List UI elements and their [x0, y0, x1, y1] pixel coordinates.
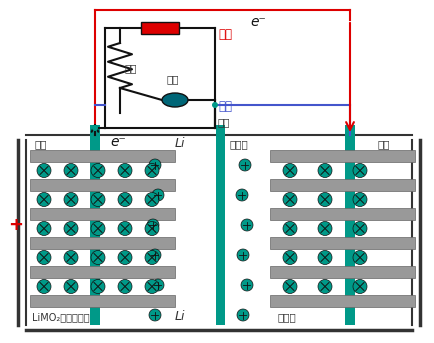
Circle shape — [118, 192, 132, 206]
Circle shape — [317, 222, 331, 236]
Bar — [270, 266, 414, 278]
Text: 负极: 负极 — [377, 139, 390, 149]
Circle shape — [37, 222, 51, 236]
Text: 电源: 电源 — [125, 63, 137, 73]
Circle shape — [64, 222, 78, 236]
Ellipse shape — [161, 93, 187, 107]
Circle shape — [37, 164, 51, 177]
Circle shape — [91, 280, 105, 294]
Bar — [270, 237, 414, 249]
Circle shape — [92, 125, 98, 131]
Bar — [30, 179, 174, 191]
Circle shape — [237, 249, 248, 261]
Circle shape — [91, 222, 105, 236]
Text: 隔膜: 隔膜 — [217, 117, 230, 127]
Bar — [216, 125, 224, 325]
Circle shape — [352, 280, 366, 294]
Circle shape — [211, 102, 217, 108]
Circle shape — [145, 222, 159, 236]
Circle shape — [151, 189, 164, 201]
Circle shape — [91, 164, 105, 177]
Bar — [141, 22, 178, 34]
Circle shape — [118, 164, 132, 177]
Bar — [344, 125, 354, 325]
Bar — [270, 295, 414, 307]
Bar — [270, 208, 414, 220]
Circle shape — [145, 280, 159, 294]
Circle shape — [64, 164, 78, 177]
Circle shape — [149, 249, 161, 261]
Circle shape — [236, 189, 247, 201]
Bar — [270, 179, 414, 191]
Circle shape — [283, 222, 296, 236]
Circle shape — [149, 159, 161, 171]
Circle shape — [37, 280, 51, 294]
Circle shape — [151, 279, 164, 291]
Text: 负荷: 负荷 — [167, 74, 179, 84]
Text: Li: Li — [174, 137, 185, 150]
Circle shape — [145, 250, 159, 264]
Circle shape — [352, 250, 366, 264]
Circle shape — [37, 250, 51, 264]
Circle shape — [237, 309, 248, 321]
Bar — [30, 150, 174, 162]
Circle shape — [352, 222, 366, 236]
Circle shape — [317, 192, 331, 206]
Circle shape — [283, 192, 296, 206]
Circle shape — [64, 192, 78, 206]
Text: 碳材料: 碳材料 — [277, 312, 296, 322]
Bar — [30, 266, 174, 278]
Circle shape — [283, 280, 296, 294]
Text: e⁻: e⁻ — [250, 15, 265, 29]
Circle shape — [91, 250, 105, 264]
Bar — [26, 135, 411, 330]
Circle shape — [317, 280, 331, 294]
Text: 放电: 放电 — [217, 100, 231, 113]
Bar — [30, 237, 174, 249]
Circle shape — [118, 250, 132, 264]
Bar — [270, 150, 414, 162]
Bar — [30, 295, 174, 307]
Text: LiMO₂层状化合物: LiMO₂层状化合物 — [32, 312, 89, 322]
Circle shape — [145, 164, 159, 177]
Circle shape — [240, 219, 253, 231]
Circle shape — [147, 219, 159, 231]
Text: Li: Li — [174, 310, 185, 323]
Circle shape — [317, 250, 331, 264]
Circle shape — [37, 192, 51, 206]
Text: e⁻: e⁻ — [110, 135, 125, 149]
Circle shape — [145, 192, 159, 206]
Circle shape — [283, 250, 296, 264]
Circle shape — [64, 250, 78, 264]
Text: 电解液: 电解液 — [230, 139, 248, 149]
Circle shape — [352, 192, 366, 206]
Circle shape — [64, 280, 78, 294]
Circle shape — [352, 164, 366, 177]
Circle shape — [118, 222, 132, 236]
Bar — [90, 125, 100, 325]
Text: +: + — [8, 216, 23, 234]
Circle shape — [91, 192, 105, 206]
Circle shape — [118, 280, 132, 294]
Text: 充电: 充电 — [217, 28, 231, 41]
Circle shape — [238, 159, 250, 171]
Text: 正极: 正极 — [35, 139, 47, 149]
Circle shape — [283, 164, 296, 177]
Circle shape — [149, 309, 161, 321]
Bar — [30, 208, 174, 220]
Circle shape — [317, 164, 331, 177]
Circle shape — [240, 279, 253, 291]
